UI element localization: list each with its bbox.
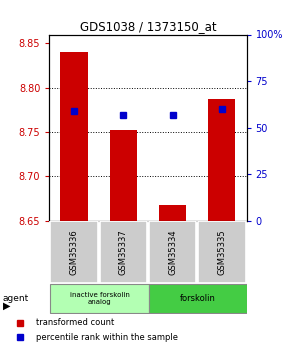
Bar bbox=[50, 221, 98, 283]
Text: transformed count: transformed count bbox=[36, 318, 114, 327]
Text: GSM35337: GSM35337 bbox=[119, 229, 128, 275]
Text: forskolin: forskolin bbox=[180, 294, 216, 303]
Bar bbox=[149, 284, 247, 313]
Text: GSM35334: GSM35334 bbox=[168, 229, 177, 275]
Text: inactive forskolin
analog: inactive forskolin analog bbox=[70, 292, 130, 305]
Text: agent: agent bbox=[3, 294, 29, 303]
Bar bbox=[159, 205, 186, 221]
Text: percentile rank within the sample: percentile rank within the sample bbox=[36, 333, 178, 342]
Bar bbox=[198, 221, 246, 283]
Text: GSM35335: GSM35335 bbox=[217, 229, 226, 275]
Bar bbox=[60, 52, 88, 221]
Bar bbox=[50, 284, 149, 313]
Text: ▶: ▶ bbox=[3, 300, 10, 310]
Text: GSM35336: GSM35336 bbox=[69, 229, 79, 275]
Bar bbox=[149, 221, 196, 283]
Title: GDS1038 / 1373150_at: GDS1038 / 1373150_at bbox=[79, 20, 216, 33]
Bar bbox=[208, 99, 235, 221]
Bar bbox=[110, 130, 137, 221]
Bar bbox=[99, 221, 147, 283]
